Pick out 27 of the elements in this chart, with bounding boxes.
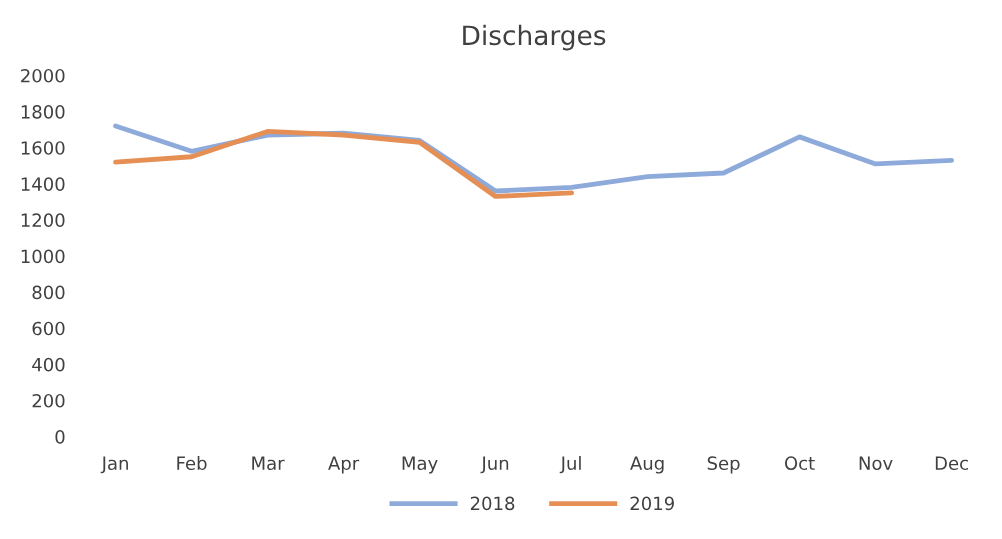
y-tick-label: 1200 [21,213,65,228]
x-tick-label: Feb [177,456,207,471]
x-tick-label: Nov [859,456,893,471]
x-tick-label: Jun [480,456,509,474]
x-tick-label: Apr [328,456,360,474]
y-tick-label: 1400 [21,177,65,191]
y-tick-label: 1600 [21,141,65,155]
legend-label: 2019 [630,496,674,511]
y-tick-label: 1000 [21,249,65,264]
legend-label: 2018 [470,496,515,511]
x-tick-label: Jul [559,456,581,474]
y-tick-label: 200 [32,393,65,408]
y-tick-label: 600 [32,321,65,336]
x-tick-label: Mar [252,456,285,471]
y-tick-label: 2000 [21,68,65,83]
y-tick-label: 1800 [21,105,65,119]
y-tick-label: 400 [32,357,65,372]
x-tick-label: Aug [630,456,664,474]
x-tick-label: Dec [935,456,968,471]
x-tick-label: Sep [707,456,740,474]
line-series [113,129,574,199]
y-tick-label: 0 [55,430,65,444]
x-tick-label: May [402,456,438,474]
y-tick-label: 800 [32,285,65,300]
x-tick-label: Jan [100,456,128,474]
chart-title: Discharges [463,24,606,51]
x-tick-label: Oct [784,456,815,471]
